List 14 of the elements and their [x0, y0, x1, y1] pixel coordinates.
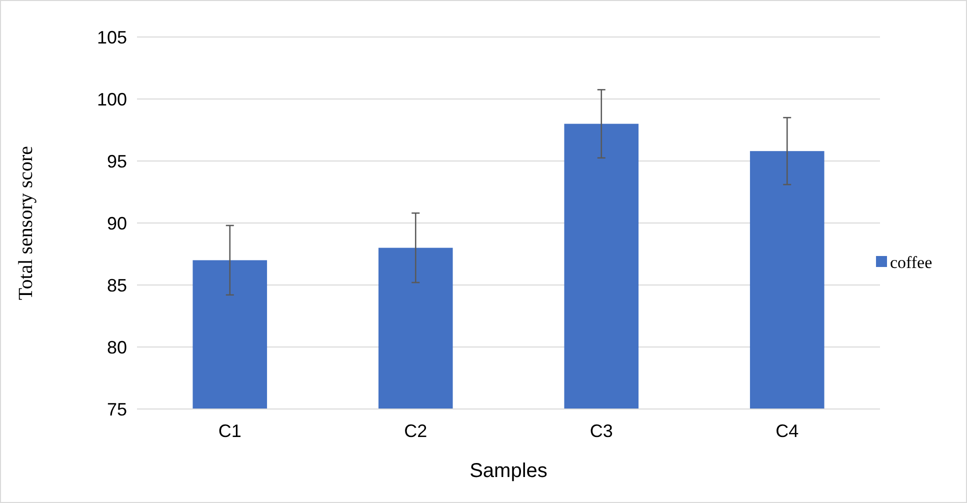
y-tick-label: 85 — [106, 275, 127, 296]
x-tick-label: C3 — [590, 421, 613, 441]
y-tick-label: 80 — [106, 337, 127, 358]
y-axis-title: Total sensory score — [15, 146, 37, 300]
x-tick-label: C4 — [776, 421, 799, 441]
x-tick-label: C2 — [404, 421, 428, 441]
y-tick-label: 90 — [106, 213, 127, 234]
x-tick-label: C1 — [218, 421, 242, 441]
y-tick-label: 95 — [106, 151, 127, 172]
y-tick-label: 100 — [96, 89, 127, 110]
y-tick-label: 75 — [106, 399, 127, 420]
y-tick-label: 105 — [96, 27, 127, 48]
legend-label: coffee — [890, 252, 932, 272]
x-axis-title: Samples — [470, 460, 548, 482]
